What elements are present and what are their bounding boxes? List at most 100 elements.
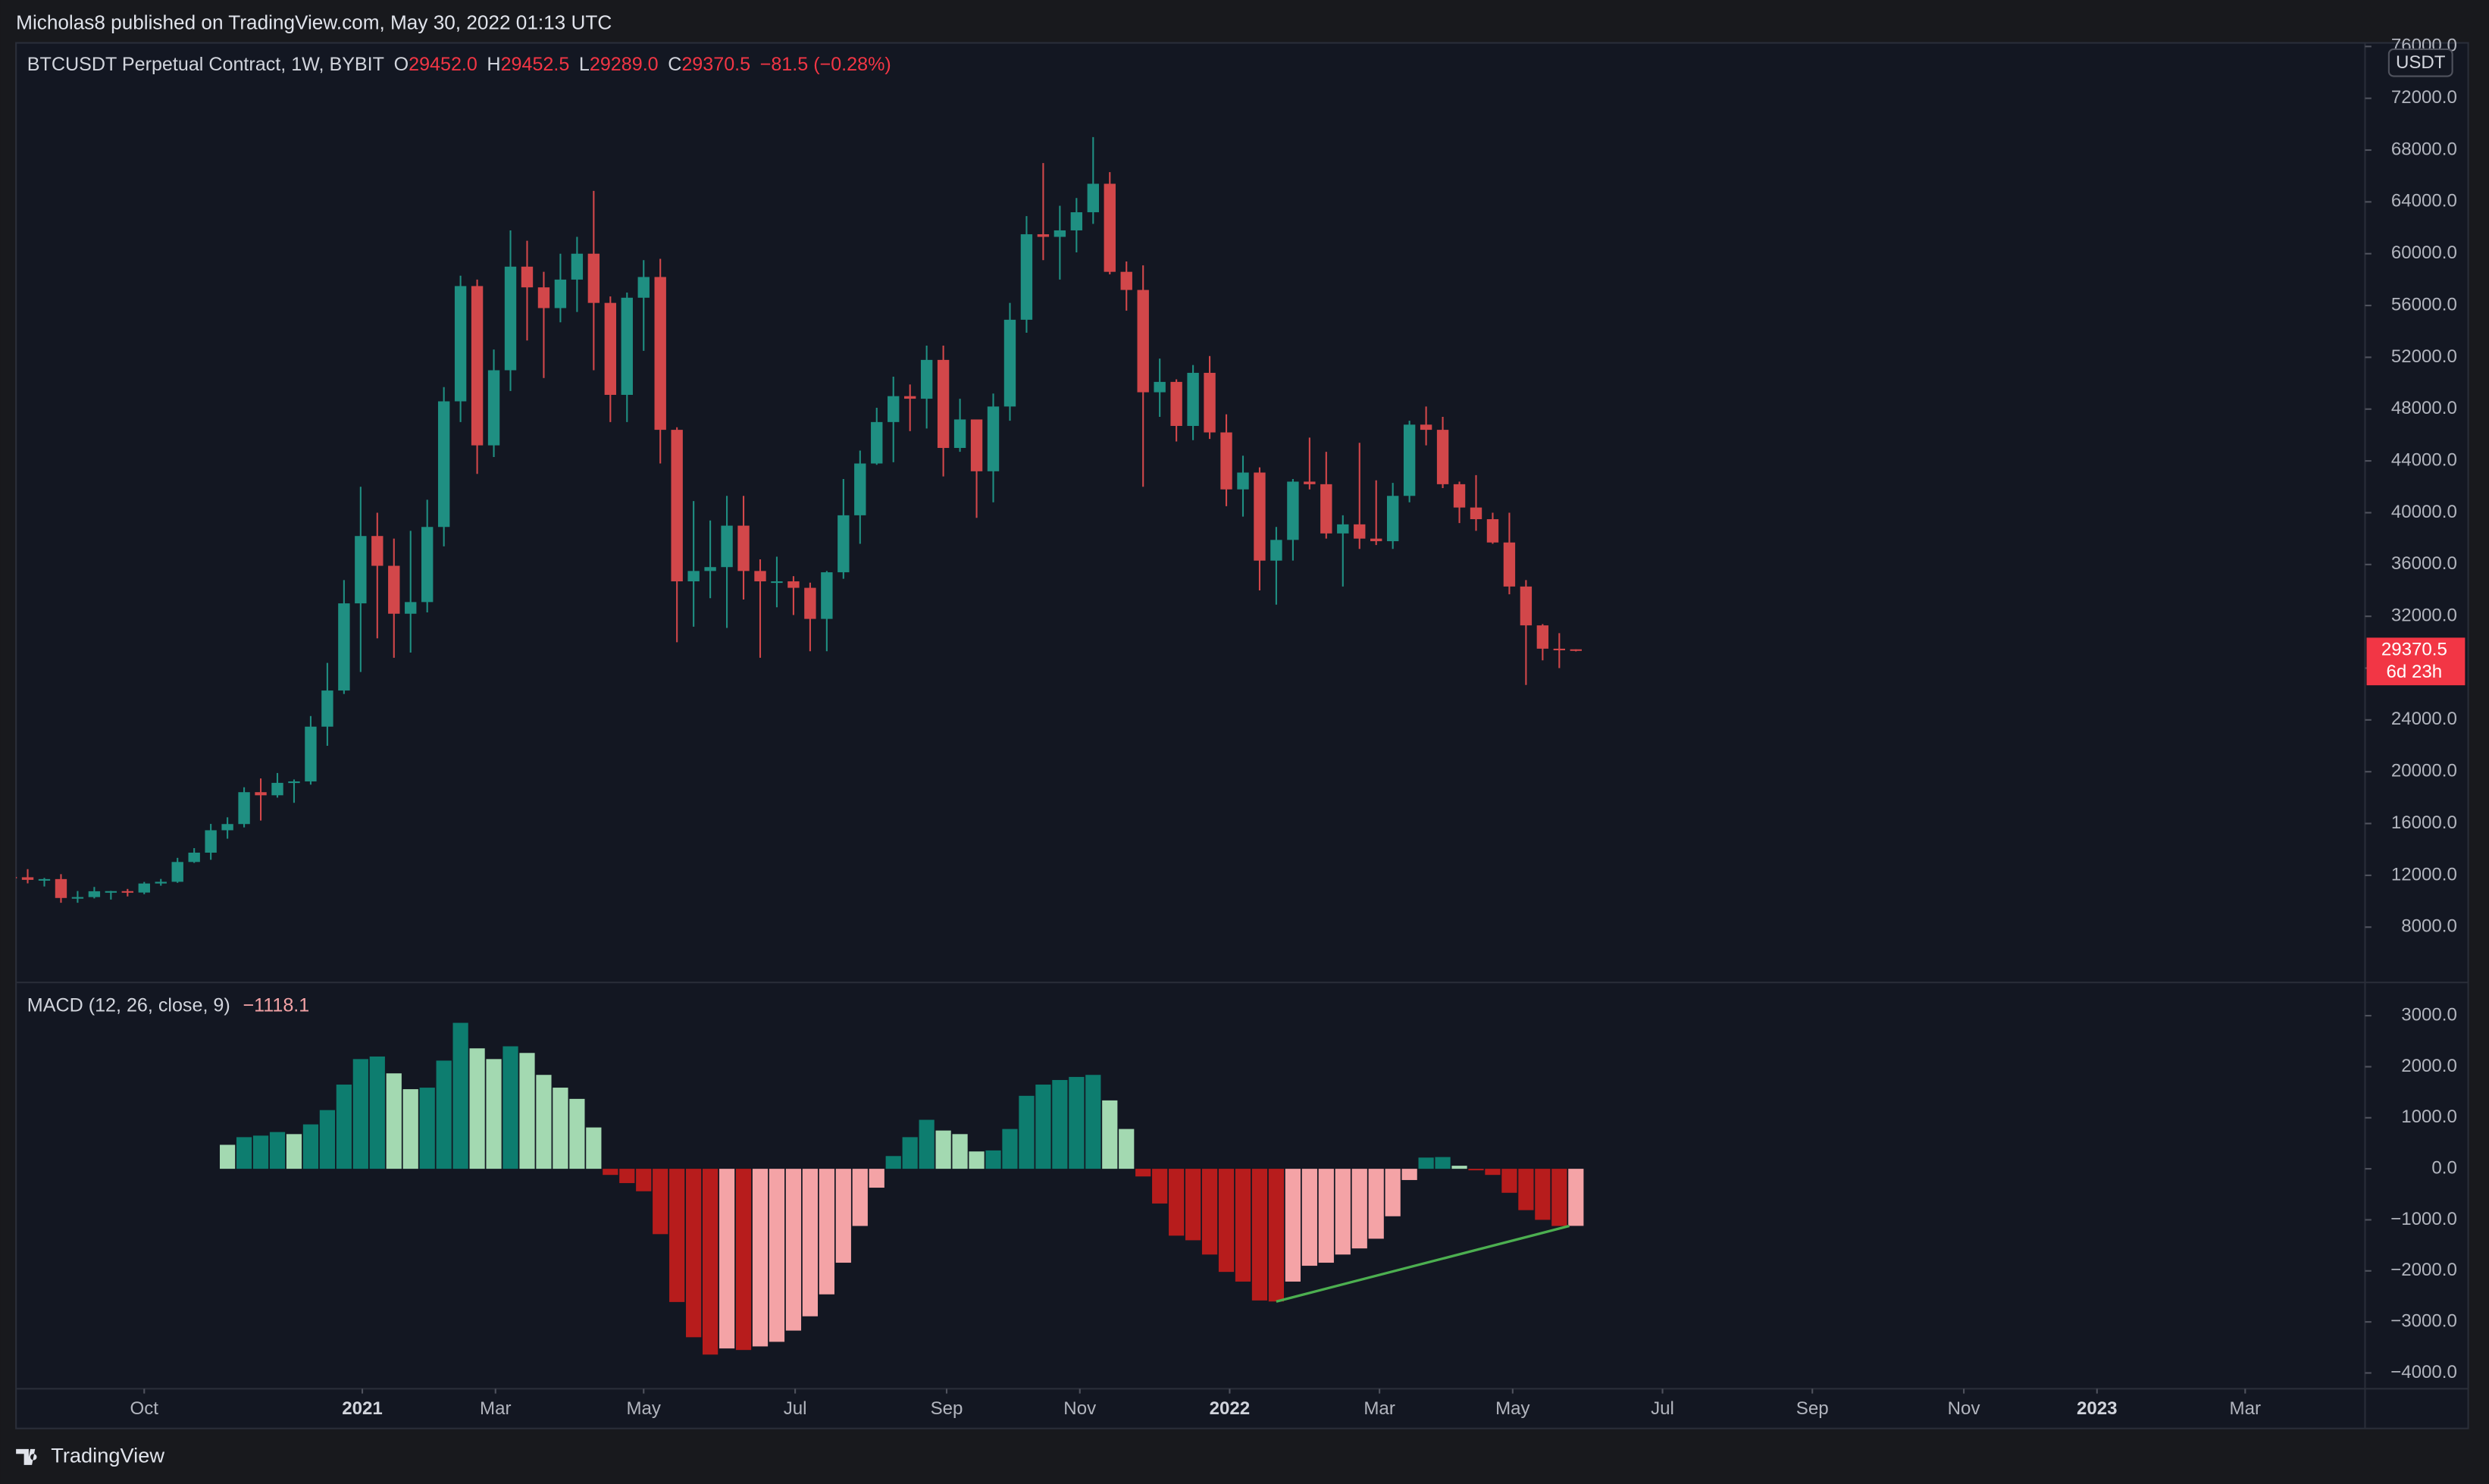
candle-body [1104,183,1116,272]
candle-body [171,862,183,882]
macd-bar [1218,1169,1235,1273]
y-tick-label: 12000.0 [2391,864,2457,884]
macd-title: MACD (12, 26, close, 9) [27,994,230,1016]
macd-bar [1035,1085,1051,1169]
candle-body [937,359,950,449]
macd-bar [735,1169,752,1351]
macd-bar [319,1110,336,1169]
candle-body [1237,472,1249,490]
candle-body [837,515,850,573]
candle-body [1453,484,1466,508]
macd-bar [1201,1169,1218,1255]
candle-body [1354,524,1366,539]
candle-body [255,792,267,796]
macd-bar [752,1169,769,1347]
candle-body [121,891,134,893]
macd-bar [1568,1169,1584,1226]
candle-body [920,359,933,399]
candle-body [1553,648,1566,650]
candle-body [421,527,434,603]
candle-body [321,690,333,727]
candle-body [587,253,600,303]
y-tick-label: −2000.0 [2390,1260,2457,1280]
macd-bar [1069,1076,1085,1169]
candle-body [487,370,500,446]
legend-value: 29452.0 [409,53,477,74]
macd-bar [1335,1169,1351,1255]
macd-bar [1451,1166,1467,1169]
symbol: BTCUSDT Perpetual Contract, 1W, BYBIT [27,53,384,74]
x-tick-label: 2021 [342,1398,383,1419]
macd-bar [1468,1169,1484,1171]
candle-body [754,571,766,582]
macd-bar [1002,1129,1018,1169]
x-tick-label: Nov [1948,1398,1980,1419]
macd-bar [369,1056,385,1169]
last-price-label: 29370.5 [2381,639,2447,659]
y-tick-label: 52000.0 [2391,346,2457,367]
macd-bar [869,1169,884,1188]
publish-info: Micholas8 published on TradingView.com, … [16,11,612,33]
candle-body [1337,524,1349,534]
macd-bar [1318,1169,1334,1263]
macd-bar [985,1150,1001,1169]
macd-bar [1152,1169,1168,1204]
macd-bar [603,1169,618,1176]
candle-body [854,463,866,515]
macd-bar [1052,1079,1068,1169]
macd-bar [902,1137,918,1169]
candle-body [604,302,616,395]
macd-bar [1251,1169,1268,1301]
y-tick-label: 2000.0 [2401,1056,2457,1076]
macd-bar [702,1169,719,1355]
x-tick-label: Nov [1063,1398,1096,1419]
macd-bar [402,1089,418,1169]
candle-body [1287,481,1299,540]
candle-body [1037,234,1050,237]
candle-body [138,883,150,893]
y-tick-label: 36000.0 [2391,553,2457,574]
macd-bar [769,1169,785,1342]
macd-bar [252,1135,269,1169]
candle-body [305,726,317,782]
macd-bar [336,1085,352,1169]
symbol-legend: BTCUSDT Perpetual Contract, 1W, BYBIT O29… [27,53,891,74]
macd-bar [919,1119,935,1169]
macd-bar [1085,1075,1101,1169]
macd-bar [1135,1169,1151,1177]
macd-bar [286,1134,302,1169]
countdown: 6d 23h [2387,662,2443,682]
legend-value: 29289.0 [590,53,659,74]
candle-body [355,536,367,604]
candle-body [371,536,384,566]
candle-body [537,287,550,308]
macd-bar [302,1124,319,1169]
macd-bar [1401,1169,1417,1180]
macd-bar [569,1098,585,1169]
y-tick-label: 24000.0 [2391,709,2457,729]
candle-body [521,266,534,288]
candle-body [721,525,733,568]
candle-body [1320,484,1332,534]
x-tick-label: Sep [1796,1398,1829,1419]
y-tick-label: 44000.0 [2391,449,2457,470]
y-tick-label: 56000.0 [2391,294,2457,315]
candle-body [16,876,17,879]
candle-body [238,792,250,825]
candle-body [821,572,833,619]
macd-bar [619,1169,635,1183]
candle-body [388,565,400,614]
candle-body [1254,472,1266,561]
brand: TradingView [51,1444,164,1467]
candle-body [1520,586,1533,626]
macd-bar [436,1060,452,1169]
candle-body [953,419,966,449]
candle-body [771,581,783,584]
candle-body [637,277,650,298]
macd-bar [1368,1169,1384,1239]
macd-bar [852,1169,868,1226]
macd-bar [1301,1169,1317,1266]
macd-bar [1235,1169,1251,1282]
trendline [1276,1224,1570,1303]
legend-key: C [668,53,681,74]
